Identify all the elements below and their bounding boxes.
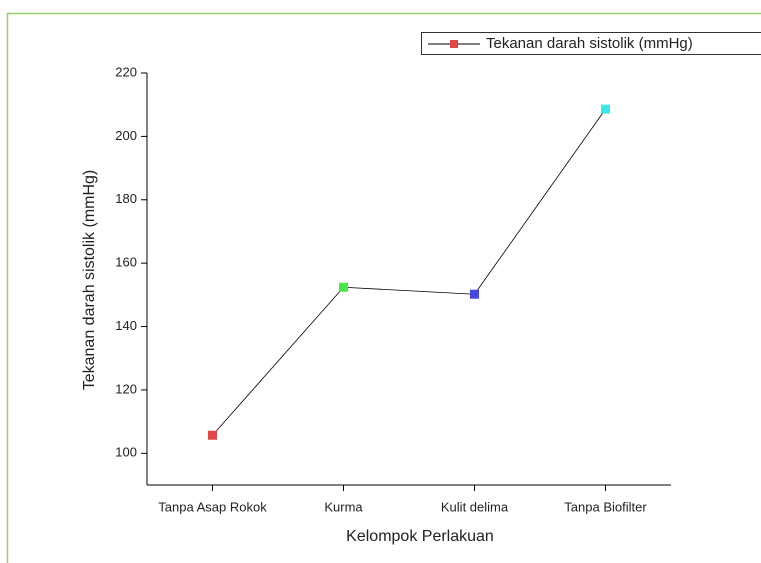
legend-box [421,32,761,55]
marker [208,430,217,440]
x-axis-label: Kelompok Perlakuan [346,528,494,545]
y-tick-label: 180 [115,191,137,206]
marker [601,104,610,114]
x-tick-label: Kulit delima [441,499,509,514]
marker [470,289,479,299]
y-tick-label: 100 [115,445,137,460]
y-tick-label: 200 [115,128,137,143]
y-tick-label: 160 [115,255,137,270]
legend-label: Tekanan darah sistolik (mmHg) [486,35,693,52]
marker [339,282,348,292]
y-axis-label: Tekanan darah sistolik (mmHg) [81,170,98,391]
frame [6,12,761,563]
series-line [212,108,606,436]
x-tick-label: Tanpa Asap Rokok [158,499,267,514]
x-tick-label: Tanpa Biofilter [564,499,647,514]
legend-marker [450,40,458,48]
x-tick-label: Kurma [324,499,363,514]
y-tick-label: 140 [115,318,137,333]
y-tick-label: 220 [115,64,137,79]
y-tick-label: 120 [115,381,137,396]
